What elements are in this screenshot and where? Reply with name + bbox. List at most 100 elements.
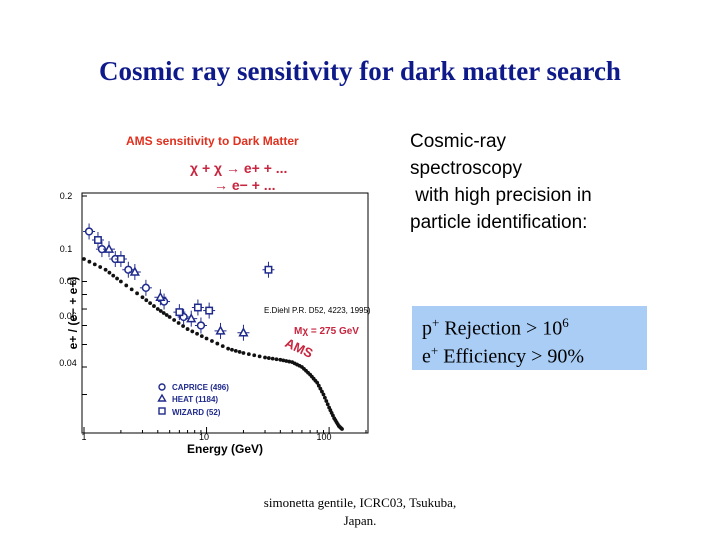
data-point-circle (196, 321, 206, 330)
data-point-circle (84, 227, 94, 236)
legend: CAPRICE (496) HEAT (1184) WIZARD (52) (157, 383, 229, 417)
model-curve-dot (287, 359, 292, 364)
model-curve-dot (152, 304, 156, 308)
description-line: with high precision in (410, 185, 592, 206)
model-curve-dot (315, 380, 320, 385)
model-curve-dot (215, 341, 220, 346)
model-curve-dot (135, 291, 139, 296)
model-curve-dot (278, 357, 283, 362)
y-tick-label: 0.2 (60, 191, 73, 201)
model-curve-dot (129, 287, 134, 292)
model-curve-dot (172, 318, 177, 322)
data-point-triangle (215, 325, 226, 335)
model-curve-dot (281, 358, 286, 363)
data-point-square (116, 255, 125, 263)
model-curve-dot (220, 344, 225, 349)
slide-title: Cosmic ray sensitivity for dark matter s… (99, 56, 621, 86)
model-curve-dot (144, 298, 149, 303)
data-point-circle (141, 283, 151, 292)
proton-rejection: p+ Rejection > 106 (422, 315, 569, 341)
data-point-square (175, 308, 184, 317)
model-curve-dot (230, 347, 234, 352)
model-curve-dot (190, 329, 195, 334)
description-text: Cosmic-ray spectroscopy with high precis… (410, 128, 710, 236)
data-point-square (205, 306, 214, 315)
line1-sup: + (432, 315, 440, 330)
model-curve-dot (87, 259, 92, 264)
model-curve-dot (270, 356, 275, 361)
axis-ticks (82, 195, 367, 433)
model-curve-dot (324, 399, 329, 403)
model-curve-dot (167, 315, 172, 319)
line2-prefix: e (422, 345, 431, 368)
data-points (83, 223, 275, 341)
model-curve-dot (155, 307, 160, 311)
model-curve-dot (241, 351, 246, 355)
model-curve-dot (115, 276, 119, 281)
y-axis-label: e+ / (e− + e+) (66, 277, 80, 350)
model-curve-dot (246, 352, 251, 357)
model-curve-dot (226, 346, 231, 351)
y-tick-label: 0.08 (59, 276, 77, 286)
footer-line: simonetta gentile, ICRC03, Tsukuba, (263, 495, 457, 510)
x-tick-label: 100 (316, 432, 331, 442)
description-line: particle identification: (410, 212, 588, 233)
ams-label: AMS (283, 335, 316, 361)
mass-label: Mχ = 275 GeV (294, 326, 359, 337)
legend-heat: HEAT (1184) (172, 395, 218, 404)
y-tick-label: 0.06 (59, 311, 77, 321)
data-point-triangle (238, 327, 249, 337)
chart-subtitle-2: → e− + ... (214, 177, 275, 193)
description-line: spectroscopy (410, 158, 522, 179)
line2-text: Efficiency > 90% (438, 345, 585, 368)
model-curve-dot (274, 357, 279, 362)
model-curve-dot (118, 279, 123, 284)
model-curve-dot (176, 321, 181, 325)
line2-sup: + (430, 343, 439, 358)
model-curve-dot (148, 301, 153, 306)
model-curve-dot (185, 327, 190, 331)
legend-wizard: WIZARD (52) (172, 408, 221, 417)
data-point-square (193, 303, 202, 312)
model-curve-dot (320, 389, 324, 394)
model-curve-dot (140, 295, 145, 300)
model-curve-dot (284, 359, 289, 363)
model-curve-dot (318, 386, 323, 391)
legend-caprice: CAPRICE (496) (172, 383, 229, 392)
model-curve-dot (199, 334, 204, 339)
model-curve-dot (195, 331, 199, 336)
positron-efficiency: e+ Efficiency > 90% (422, 343, 584, 369)
model-curve-dot (124, 283, 129, 288)
model-curve-dot (316, 383, 321, 388)
y-tick-label: 0.1 (60, 244, 73, 254)
model-curve-dot (321, 392, 326, 397)
model-curve-dot (252, 353, 257, 358)
x-tick-label: 1 (81, 432, 86, 442)
model-curve-dot (98, 265, 103, 269)
line1-text: Rejection > 10 (439, 317, 563, 340)
model-curve-dot (323, 395, 327, 400)
data-point-triangle (155, 291, 166, 302)
legend-circle-icon (158, 383, 166, 391)
data-point-triangle (186, 313, 197, 323)
model-curve-dot (158, 309, 163, 313)
model-curve-dot (107, 270, 112, 275)
legend-triangle-icon (157, 393, 167, 402)
model-curve-dot (340, 427, 344, 431)
chart-subtitle-1: χ + χ → e+ + ... (190, 160, 287, 176)
data-point-square (264, 265, 273, 274)
model-curve-dot (325, 402, 330, 407)
reference-label: E.Diehl P.R. D52, 4223, 1995) (264, 306, 371, 315)
footer: simonetta gentile, ICRC03, Tsukuba, Japa… (250, 494, 470, 530)
model-curve-dot (266, 356, 271, 360)
data-point-square (94, 236, 102, 244)
model-curve-dot (92, 262, 97, 267)
y-tick-label: 0.04 (59, 358, 77, 368)
x-axis-label: Energy (GeV) (187, 442, 263, 456)
data-point-circle (124, 265, 133, 274)
data-point-triangle (129, 266, 140, 276)
plot-frame (81, 192, 369, 434)
model-curve-dot (111, 273, 116, 278)
model-curve-dot (257, 354, 262, 359)
chart-title: AMS sensitivity to Dark Matter (126, 134, 299, 148)
